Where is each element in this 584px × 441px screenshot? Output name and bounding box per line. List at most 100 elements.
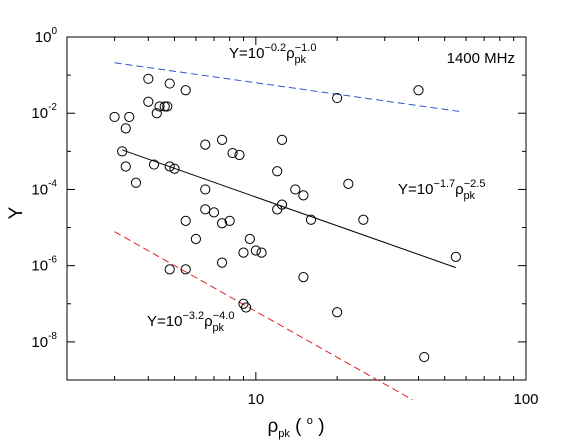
- plot-frame: [66, 36, 527, 381]
- y-tick-exponent: -4: [48, 178, 57, 189]
- y-tick-label: 10-4: [31, 178, 57, 198]
- y-tick-label: 100: [35, 26, 58, 46]
- y-tick-exponent: 0: [51, 26, 57, 37]
- data-point: [216, 134, 228, 145]
- x-axis-label-close: ): [313, 416, 325, 437]
- data-point: [180, 264, 191, 275]
- data-point: [227, 147, 238, 159]
- y-tick-base: 10: [31, 181, 48, 198]
- fit-label-sub: pk: [463, 190, 475, 202]
- data-point: [180, 215, 191, 226]
- fit-label-exp: −0.2: [264, 42, 286, 54]
- data-point: [276, 199, 288, 210]
- data-point: [298, 272, 309, 283]
- y-tick-base: 10: [31, 258, 48, 275]
- fit-label-upper: Y=10−0.2ρ−1.0 pk: [229, 42, 316, 66]
- fit-label-rho: ρ: [204, 313, 213, 330]
- data-point: [256, 247, 267, 258]
- frequency-label: 1400 MHz: [447, 50, 515, 67]
- data-point: [298, 190, 309, 201]
- fit-label-base: Y=10: [229, 45, 264, 62]
- y-tick-base: 10: [35, 29, 52, 46]
- data-point: [200, 139, 211, 150]
- x-axis-label-open: (: [290, 416, 307, 437]
- fit-label-base: Y=10: [147, 313, 182, 330]
- data-point: [216, 257, 228, 268]
- y-tick-base: 10: [31, 105, 48, 122]
- data-point: [272, 166, 283, 177]
- fit-label-exp: −1.7: [433, 178, 455, 190]
- fit-label-exp2: −1.0: [295, 42, 317, 54]
- data-point: [305, 214, 317, 225]
- data-point: [109, 111, 120, 123]
- data-point: [238, 247, 249, 258]
- data-point: [143, 73, 154, 84]
- data-point: [120, 161, 131, 172]
- x-tick-label: 100: [513, 391, 538, 408]
- y-tick-label: 10-8: [31, 331, 57, 351]
- data-point: [238, 298, 249, 309]
- y-tick-base: 10: [31, 334, 48, 351]
- data-point: [164, 78, 175, 89]
- x-axis-label-degree: o: [307, 415, 313, 427]
- fit-label-rho: ρ: [286, 45, 295, 62]
- fit-label-exp: −3.2: [182, 310, 204, 322]
- fit-label-rho: ρ: [455, 181, 464, 198]
- fit-label-sub: pk: [294, 54, 306, 66]
- y-tick-exponent: -2: [48, 102, 57, 113]
- fit-line-upper: [114, 62, 461, 113]
- y-axis-label: Y: [6, 206, 27, 219]
- y-tick-exponent: -6: [48, 255, 57, 266]
- data-point: [159, 101, 170, 112]
- x-axis-label-symbol: ρ: [267, 416, 278, 437]
- data-point: [151, 108, 162, 119]
- fit-label-sub: pk: [212, 322, 224, 334]
- data-point: [117, 146, 128, 157]
- ticks: [66, 36, 527, 381]
- fit-label-exp2: −2.5: [464, 178, 486, 190]
- data-points: [109, 73, 461, 363]
- data-point: [413, 85, 424, 96]
- data-point: [450, 251, 461, 262]
- data-point: [164, 264, 175, 275]
- data-point: [343, 178, 354, 189]
- data-point: [240, 302, 252, 313]
- y-tick-label: 10-6: [31, 255, 57, 275]
- data-point: [419, 351, 430, 363]
- data-point: [120, 123, 131, 134]
- data-point: [164, 161, 175, 172]
- data-point: [332, 92, 343, 104]
- y-tick-label: 10-2: [31, 102, 57, 122]
- data-point: [358, 214, 369, 225]
- data-point: [148, 159, 160, 170]
- fit-label-lower: Y=10−3.2ρ−4.0 pk: [147, 310, 234, 334]
- data-point: [224, 215, 235, 226]
- x-tick-label: 10: [247, 391, 264, 408]
- data-point: [190, 233, 202, 245]
- data-point: [180, 85, 191, 96]
- data-point: [244, 233, 255, 245]
- data-point: [124, 111, 135, 123]
- y-tick-exponent: -8: [48, 331, 57, 342]
- data-point: [143, 96, 154, 107]
- data-point: [290, 184, 301, 195]
- data-point: [154, 101, 165, 112]
- x-axis-label: ρpk ( o ): [267, 415, 324, 440]
- fit-label-middle: Y=10−1.7ρ−2.5 pk: [398, 178, 485, 202]
- data-point: [332, 307, 343, 318]
- data-point: [162, 101, 173, 112]
- data-point: [276, 134, 288, 145]
- data-point: [234, 149, 245, 161]
- data-point: [130, 177, 142, 188]
- fit-line-lower: [114, 231, 413, 401]
- fit-line-middle: [121, 149, 457, 269]
- data-point: [200, 204, 211, 215]
- data-point: [208, 207, 220, 218]
- fit-lines: [114, 62, 461, 401]
- fit-label-exp2: −4.0: [213, 310, 235, 322]
- x-axis-label-subscript: pk: [278, 428, 290, 440]
- data-point: [169, 163, 180, 174]
- data-point: [200, 184, 211, 195]
